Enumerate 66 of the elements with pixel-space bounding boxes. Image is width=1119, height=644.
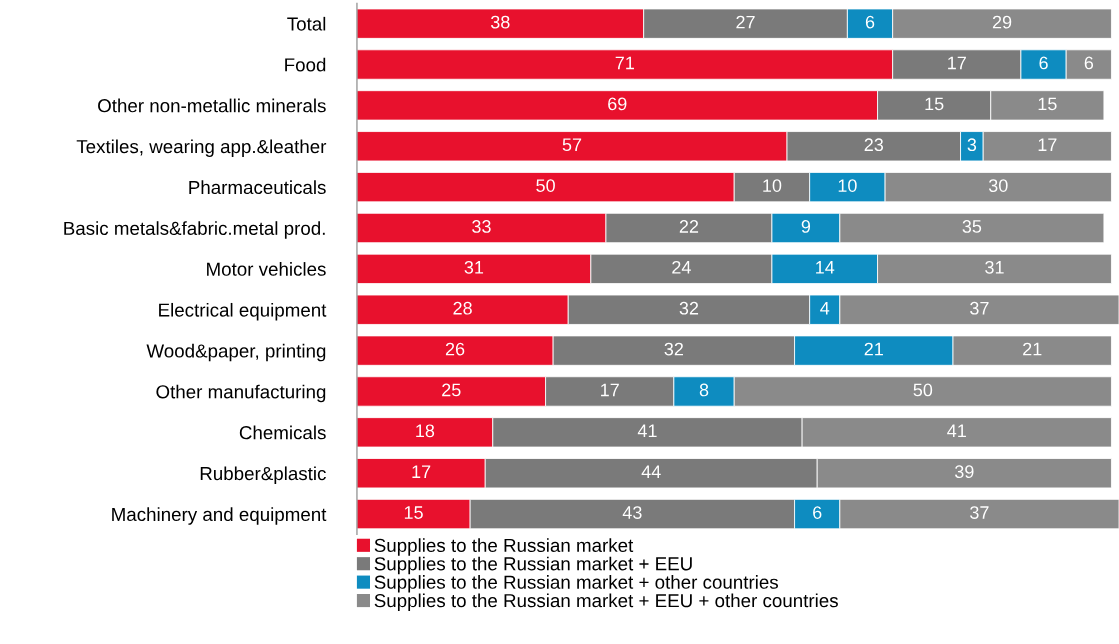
data-label: 14	[816, 261, 835, 274]
y-tick-label: Textiles, wearing app.&leather	[76, 139, 327, 157]
data-label: 21	[1023, 342, 1042, 356]
data-label: 17	[1038, 138, 1057, 151]
legend-label: Supplies to the Russian market + EEU + other countries	[374, 593, 838, 611]
data-label: 43	[622, 506, 642, 519]
data-label: 6	[1084, 56, 1094, 70]
data-label: 23	[864, 138, 884, 152]
y-tick-label: Chemicals	[239, 425, 326, 440]
y-tick-label: Electrical equipment	[159, 302, 327, 321]
data-label: 69	[608, 97, 627, 111]
y-tick-label: Pharmaceuticals	[189, 180, 326, 195]
y-tick-label: Rubber&plastic	[200, 466, 326, 484]
data-label: 32	[664, 342, 683, 356]
legend-label: Supplies to the Russian market	[374, 538, 634, 556]
data-label: 3	[967, 138, 977, 152]
data-label: 37	[970, 301, 989, 315]
data-label: 6	[1039, 56, 1048, 70]
y-tick-label: Wood&paper, printing	[146, 343, 326, 362]
data-label: 44	[641, 465, 661, 478]
y-tick-label: Total	[287, 16, 326, 31]
y-tick-label: Basic metals&fabric.metal prod.	[64, 221, 325, 239]
y-tick-label: Motor vehicles	[207, 262, 326, 276]
data-label: 38	[490, 15, 510, 29]
data-label: 9	[801, 220, 811, 233]
data-label: 31	[464, 260, 484, 274]
data-label: 10	[763, 179, 782, 192]
data-label: 50	[536, 179, 555, 192]
legend-label: Supplies to the Russian market + other countries	[374, 575, 778, 593]
data-label: 15	[925, 97, 944, 111]
data-label: 37	[970, 506, 989, 519]
y-tick-label: Other non-metallic minerals	[98, 98, 326, 113]
data-label: 32	[679, 301, 699, 315]
data-label: 26	[445, 342, 465, 356]
data-label: 31	[985, 260, 1004, 274]
data-label: 4	[820, 301, 830, 315]
y-tick-label: Other manufacturing	[156, 384, 326, 403]
data-label: 29	[992, 15, 1012, 29]
data-label: 27	[736, 15, 755, 29]
y-tick-label: Food	[285, 57, 326, 72]
data-label: 15	[404, 506, 423, 519]
data-label: 6	[813, 506, 822, 519]
data-label: 17	[412, 465, 431, 478]
data-label: 28	[453, 301, 472, 315]
data-label: 41	[637, 424, 657, 438]
data-label: 50	[913, 383, 933, 397]
data-label: 17	[601, 383, 619, 397]
data-label: 18	[416, 424, 435, 438]
data-label: 17	[948, 56, 966, 70]
data-label: 71	[615, 56, 634, 70]
data-label: 35	[962, 220, 982, 233]
data-label: 10	[838, 179, 857, 192]
data-label: 39	[954, 465, 974, 479]
data-label: 30	[988, 179, 1008, 192]
y-tick-label: Machinery and equipment	[112, 507, 327, 525]
data-label: 24	[672, 260, 691, 274]
data-label: 25	[442, 383, 461, 397]
data-label: 22	[679, 220, 699, 233]
data-label: 15	[1038, 97, 1057, 111]
data-label: 8	[699, 383, 709, 397]
data-label: 41	[947, 424, 966, 438]
data-label: 6	[865, 15, 875, 29]
data-label: 33	[472, 220, 491, 233]
legend-label: Supplies to the Russian market + EEU	[374, 556, 692, 575]
data-label: 21	[864, 342, 883, 356]
data-label: 57	[562, 138, 582, 152]
